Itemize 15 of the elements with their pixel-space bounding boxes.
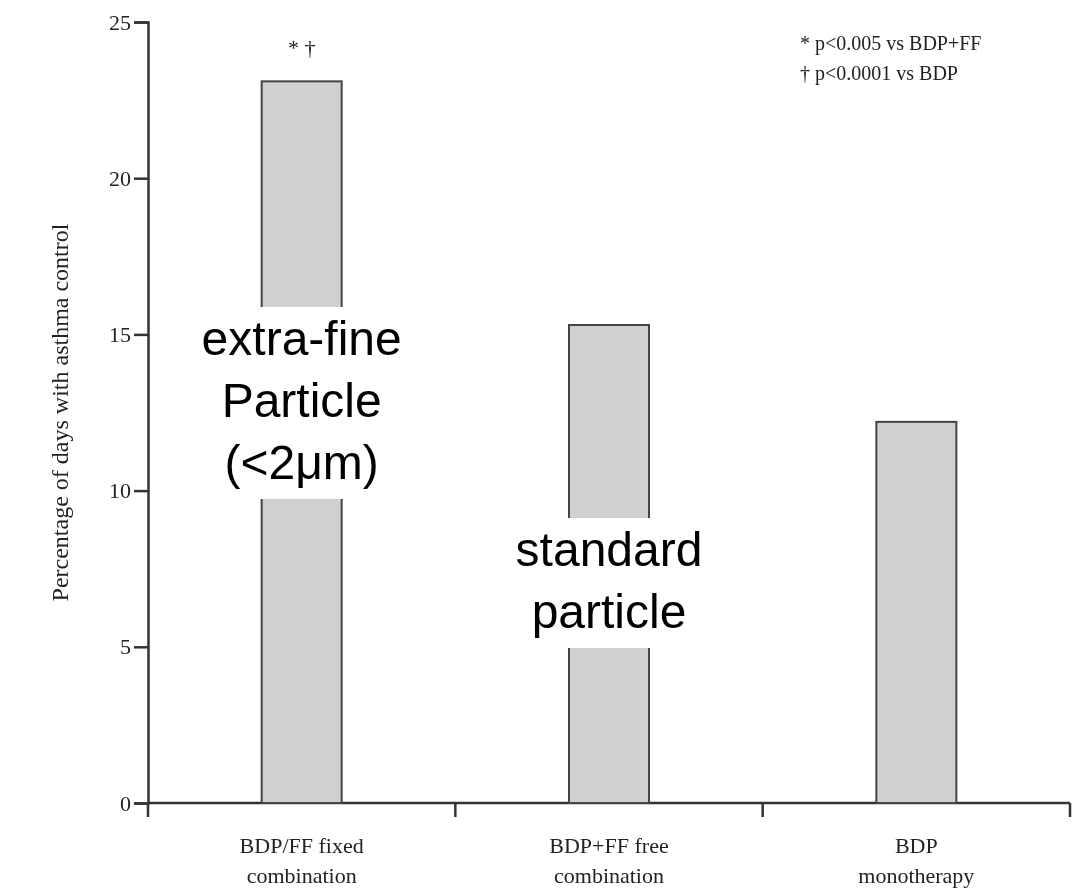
y-tick-label: 0: [120, 790, 131, 816]
y-tick-label: 20: [109, 165, 131, 191]
annotation: standard particle: [515, 523, 703, 639]
x-tick-label: BDP/FF fixed combination: [239, 833, 364, 888]
annotation: * p<0.005 vs BDP+FF † p<0.0001 vs BDP: [800, 32, 982, 85]
bar: [875, 420, 958, 804]
y-axis-title: Percentage of days with asthma control: [47, 223, 73, 602]
y-tick-label: 15: [109, 321, 131, 347]
y-tick-label: 10: [109, 478, 131, 504]
annotation: extra-fine Particle (<2μm): [201, 312, 402, 490]
x-tick-label: BDP monotherapy: [858, 833, 975, 888]
y-tick-label: 25: [109, 9, 131, 35]
x-tick-label: BDP+FF free combination: [549, 833, 669, 888]
y-tick-label: 5: [120, 634, 131, 660]
annotation: * †: [287, 35, 316, 61]
